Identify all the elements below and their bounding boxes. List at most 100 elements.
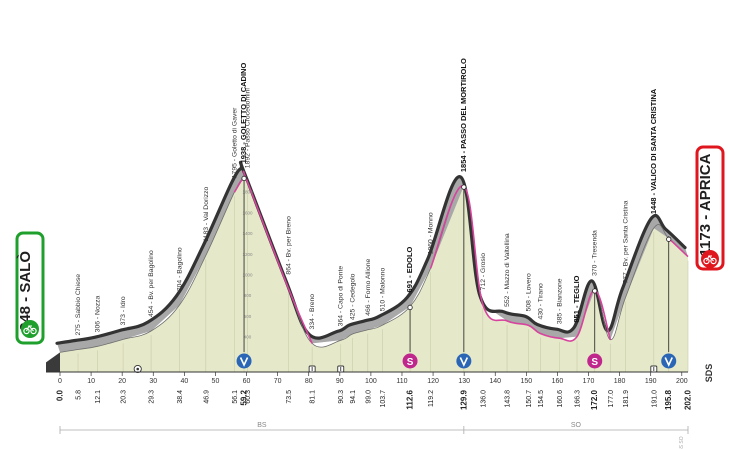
bike-icon-finish <box>701 250 719 268</box>
x-tick-label: 10 <box>87 378 95 385</box>
waypoint-label: 370 - Tresenda <box>592 230 599 276</box>
km-label: 103.7 <box>380 390 387 408</box>
x-tick-label: 40 <box>180 378 188 385</box>
km-label: 150.7 <box>526 390 533 408</box>
km-label: 166.3 <box>575 390 582 408</box>
waypoint-label: 552 - Mazzo di Valtellina <box>504 233 511 307</box>
waypoint-label: 385 - Bianzone <box>556 278 563 324</box>
km-label: 195.8 <box>664 389 673 410</box>
sprint-letter: S <box>407 357 414 368</box>
x-tick-label: 30 <box>149 378 157 385</box>
road-surface <box>57 162 688 353</box>
km-label: 119.2 <box>428 390 435 407</box>
region-bar: BS SO BS SO <box>59 422 689 449</box>
km-label: 99.0 <box>365 390 372 404</box>
road-layer: 400 600 800 1000 1200 1400 1600 1800 <box>55 160 689 353</box>
x-tick-label: 70 <box>274 378 282 385</box>
waypoint-label: 425 - Cedegolo <box>350 273 357 320</box>
sprint-icon <box>587 353 603 369</box>
bike-icon-start <box>21 320 39 338</box>
sds-label: SDS <box>704 364 714 383</box>
profile-area <box>60 171 688 372</box>
y-scale-tick: 1000 <box>242 273 253 278</box>
waypoint-label: 1183 - Val Dorizzo <box>203 186 210 241</box>
bike-frame-icon <box>706 255 714 262</box>
waypoint-label: 777 - Bv. per Santa Cristina <box>623 200 630 283</box>
summit-dot <box>461 184 467 190</box>
summit-dot <box>592 288 598 294</box>
waypoint-label: 1448 - VALICO DI SANTA CRISTINA <box>649 88 658 214</box>
km-label: 29.3 <box>149 390 156 404</box>
km-label: 38.4 <box>177 390 184 404</box>
km-label: 59.2 <box>240 389 249 405</box>
km-label: 12.1 <box>95 390 102 404</box>
waypoint-label: 466 - Forno Allione <box>365 258 372 315</box>
bike-wheel-icon <box>30 327 37 335</box>
summit-dot <box>407 304 413 311</box>
region-label: BS <box>257 422 267 429</box>
y-scale-tick: 600 <box>244 314 252 319</box>
finish-label: 1173 - APRICA <box>697 153 714 256</box>
kom-icon <box>236 353 252 369</box>
waypoint-label: 306 - Nozza <box>95 295 102 332</box>
y-scale-tick: 1600 <box>242 210 253 215</box>
km-label: 143.8 <box>505 390 512 408</box>
bike-wheel-icon <box>23 327 30 335</box>
kom-icon <box>456 353 472 369</box>
start-badge: 248 - SALÒ <box>15 231 45 345</box>
finish-badge-frame <box>695 145 725 271</box>
x-tick-label: 80 <box>305 378 313 385</box>
km-label: 20.3 <box>121 390 128 404</box>
waypoint-label: 1892 - Passo Crocedomini <box>244 88 251 169</box>
km-label: 177.0 <box>608 390 615 408</box>
km-label: 181.9 <box>623 390 630 408</box>
finish-name: APRICA <box>697 153 714 211</box>
waypoint-label: 691 - EDOLO <box>405 246 414 292</box>
y-scale-tick: 1200 <box>242 252 253 257</box>
bike-wheel-icon <box>710 257 717 265</box>
x-axis: 0 10 20 30 40 50 60 70 80 90 100 110 120 130 140 150 160… <box>46 371 688 385</box>
waypoint-label: 1854 - PASSO DEL MORTIROLO <box>459 58 468 172</box>
climb-lines <box>241 175 672 352</box>
km-label: 94.1 <box>350 390 357 404</box>
waypoint-label: 373 - Idro <box>120 296 127 325</box>
km-label: 191.0 <box>651 390 658 408</box>
sprint-icon <box>402 353 418 369</box>
water-drop-icon <box>136 367 140 371</box>
km-label: 81.1 <box>310 390 317 404</box>
start-name: SALÒ <box>16 251 34 293</box>
sprint-letter: S <box>591 357 598 368</box>
waypoint-label: 508 - Lovero <box>526 273 533 311</box>
x-tick-label: 150 <box>520 378 532 385</box>
km-label: 0.0 <box>56 389 65 401</box>
km-label: 202.0 <box>684 389 693 410</box>
km-label: 154.5 <box>538 390 545 408</box>
bike-wheel-icon <box>703 257 710 265</box>
km-label: 160.6 <box>557 390 564 408</box>
waypoint-label: 430 - Tirano <box>537 283 544 319</box>
descent-line <box>429 185 612 342</box>
bike-frame-icon <box>26 325 34 332</box>
road-top-edge <box>55 160 687 345</box>
start-badge-frame <box>15 231 45 345</box>
km-label: 73.5 <box>286 390 293 404</box>
waypoint-label: 851 - TEGLIO <box>572 275 581 322</box>
summit-dot <box>666 236 672 242</box>
km-labels: 0.0 5.8 12.1 20.3 29.3 38.4 46.9 56.1 59.260.3 73… <box>56 389 693 410</box>
x-tick-label: 160 <box>552 378 564 385</box>
waypoint-label: 1060 - Monno <box>428 212 435 254</box>
waypoint-label: 864 - Bv. per Breno <box>286 216 293 275</box>
km-label: 56.1 <box>232 390 239 404</box>
kom-chevron-icon <box>664 357 673 367</box>
waypoint-label: 454 - Bv. per Bagolino <box>148 250 155 317</box>
x-tick-label: 180 <box>614 378 626 385</box>
km-label: 60.3 <box>245 390 252 404</box>
km-label: 129.9 <box>459 389 468 410</box>
x-tick-label: 130 <box>458 378 470 385</box>
waypoint-label: 334 - Breno <box>309 294 316 330</box>
x-tick-label: 140 <box>489 378 501 385</box>
kom-chevron-icon <box>459 357 469 367</box>
waypoint-label: 364 - Capo di Ponte <box>338 266 345 327</box>
region-label: SO <box>571 422 582 429</box>
